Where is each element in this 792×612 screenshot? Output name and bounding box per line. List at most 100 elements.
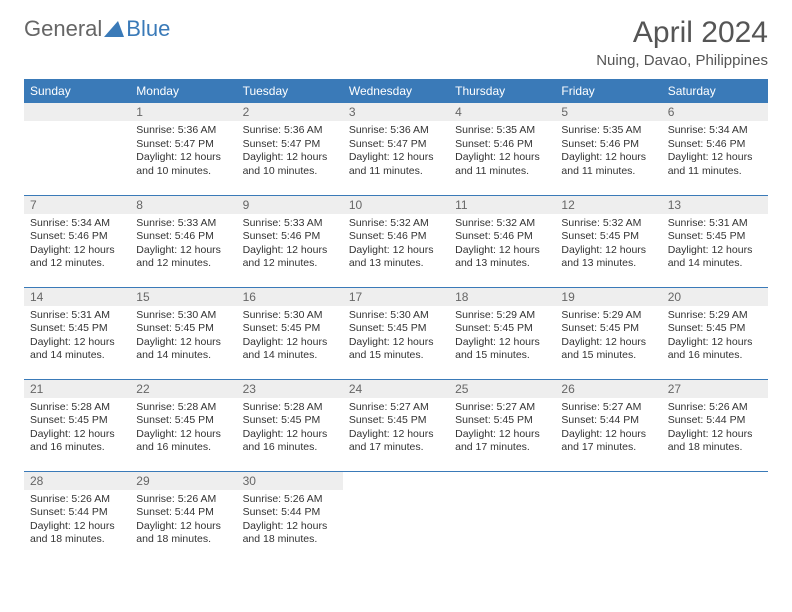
day-details: Sunrise: 5:26 AMSunset: 5:44 PMDaylight:… [130,490,236,552]
calendar-cell: 27Sunrise: 5:26 AMSunset: 5:44 PMDayligh… [662,379,768,471]
daylight-text: and 18 minutes. [30,533,124,547]
daylight-text: and 18 minutes. [243,533,337,547]
calendar-cell: 22Sunrise: 5:28 AMSunset: 5:45 PMDayligh… [130,379,236,471]
sunrise-text: Sunrise: 5:28 AM [30,401,124,415]
day-details: Sunrise: 5:34 AMSunset: 5:46 PMDaylight:… [662,121,768,183]
daylight-text: and 13 minutes. [349,257,443,271]
sunset-text: Sunset: 5:45 PM [136,414,230,428]
day-details: Sunrise: 5:28 AMSunset: 5:45 PMDaylight:… [237,398,343,460]
daylight-text: Daylight: 12 hours [30,336,124,350]
day-number: 5 [555,103,661,121]
day-details: Sunrise: 5:33 AMSunset: 5:46 PMDaylight:… [130,214,236,276]
sunset-text: Sunset: 5:44 PM [243,506,337,520]
day-number: 6 [662,103,768,121]
sunset-text: Sunset: 5:46 PM [455,138,549,152]
sunrise-text: Sunrise: 5:36 AM [349,124,443,138]
sunrise-text: Sunrise: 5:29 AM [668,309,762,323]
logo-text-blue: Blue [126,16,170,42]
day-details: Sunrise: 5:36 AMSunset: 5:47 PMDaylight:… [130,121,236,183]
sunrise-text: Sunrise: 5:30 AM [349,309,443,323]
calendar-row: 1Sunrise: 5:36 AMSunset: 5:47 PMDaylight… [24,103,768,195]
calendar-cell: 16Sunrise: 5:30 AMSunset: 5:45 PMDayligh… [237,287,343,379]
calendar-cell: 4Sunrise: 5:35 AMSunset: 5:46 PMDaylight… [449,103,555,195]
sunrise-text: Sunrise: 5:31 AM [668,217,762,231]
calendar-cell: 30Sunrise: 5:26 AMSunset: 5:44 PMDayligh… [237,471,343,563]
daylight-text: and 14 minutes. [30,349,124,363]
day-details: Sunrise: 5:36 AMSunset: 5:47 PMDaylight:… [343,121,449,183]
sunrise-text: Sunrise: 5:36 AM [136,124,230,138]
sunset-text: Sunset: 5:45 PM [30,322,124,336]
sunrise-text: Sunrise: 5:28 AM [136,401,230,415]
calendar-cell [449,471,555,563]
calendar-row: 14Sunrise: 5:31 AMSunset: 5:45 PMDayligh… [24,287,768,379]
sunrise-text: Sunrise: 5:34 AM [668,124,762,138]
day-details: Sunrise: 5:31 AMSunset: 5:45 PMDaylight:… [24,306,130,368]
daylight-text: and 14 minutes. [136,349,230,363]
calendar-cell: 26Sunrise: 5:27 AMSunset: 5:44 PMDayligh… [555,379,661,471]
sunset-text: Sunset: 5:45 PM [561,322,655,336]
logo: General Blue [24,16,170,42]
daylight-text: and 16 minutes. [30,441,124,455]
daylight-text: Daylight: 12 hours [136,520,230,534]
daylight-text: Daylight: 12 hours [561,151,655,165]
sunset-text: Sunset: 5:45 PM [30,414,124,428]
day-number: 24 [343,380,449,398]
daylight-text: and 17 minutes. [455,441,549,455]
daylight-text: Daylight: 12 hours [243,151,337,165]
sunset-text: Sunset: 5:46 PM [349,230,443,244]
sunset-text: Sunset: 5:46 PM [136,230,230,244]
day-details: Sunrise: 5:30 AMSunset: 5:45 PMDaylight:… [237,306,343,368]
sunset-text: Sunset: 5:44 PM [561,414,655,428]
daylight-text: Daylight: 12 hours [561,336,655,350]
sunset-text: Sunset: 5:45 PM [243,322,337,336]
sunrise-text: Sunrise: 5:30 AM [243,309,337,323]
daylight-text: and 12 minutes. [136,257,230,271]
logo-text-general: General [24,16,102,42]
sunrise-text: Sunrise: 5:29 AM [455,309,549,323]
daylight-text: and 16 minutes. [243,441,337,455]
sunrise-text: Sunrise: 5:26 AM [136,493,230,507]
daylight-text: and 11 minutes. [349,165,443,179]
sunset-text: Sunset: 5:45 PM [349,414,443,428]
calendar-cell [555,471,661,563]
calendar-row: 21Sunrise: 5:28 AMSunset: 5:45 PMDayligh… [24,379,768,471]
day-number: 20 [662,288,768,306]
sunset-text: Sunset: 5:47 PM [349,138,443,152]
day-number: 10 [343,196,449,214]
calendar-cell: 2Sunrise: 5:36 AMSunset: 5:47 PMDaylight… [237,103,343,195]
calendar-cell: 21Sunrise: 5:28 AMSunset: 5:45 PMDayligh… [24,379,130,471]
daylight-text: Daylight: 12 hours [349,151,443,165]
calendar-cell: 19Sunrise: 5:29 AMSunset: 5:45 PMDayligh… [555,287,661,379]
sunset-text: Sunset: 5:47 PM [243,138,337,152]
weekday-header: Saturday [662,79,768,103]
calendar-cell: 24Sunrise: 5:27 AMSunset: 5:45 PMDayligh… [343,379,449,471]
day-details: Sunrise: 5:28 AMSunset: 5:45 PMDaylight:… [130,398,236,460]
day-number: 16 [237,288,343,306]
daylight-text: Daylight: 12 hours [136,336,230,350]
calendar-cell: 11Sunrise: 5:32 AMSunset: 5:46 PMDayligh… [449,195,555,287]
sunrise-text: Sunrise: 5:27 AM [455,401,549,415]
day-number: 9 [237,196,343,214]
calendar-cell: 20Sunrise: 5:29 AMSunset: 5:45 PMDayligh… [662,287,768,379]
day-number: 14 [24,288,130,306]
day-number: 30 [237,472,343,490]
title-block: April 2024 Nuing, Davao, Philippines [596,16,768,69]
daylight-text: and 15 minutes. [561,349,655,363]
sunrise-text: Sunrise: 5:26 AM [30,493,124,507]
daylight-text: Daylight: 12 hours [30,520,124,534]
sunrise-text: Sunrise: 5:26 AM [668,401,762,415]
sunrise-text: Sunrise: 5:29 AM [561,309,655,323]
sunrise-text: Sunrise: 5:27 AM [349,401,443,415]
daylight-text: and 13 minutes. [561,257,655,271]
day-details: Sunrise: 5:27 AMSunset: 5:44 PMDaylight:… [555,398,661,460]
sunrise-text: Sunrise: 5:30 AM [136,309,230,323]
day-details: Sunrise: 5:27 AMSunset: 5:45 PMDaylight:… [449,398,555,460]
daylight-text: and 11 minutes. [455,165,549,179]
daylight-text: Daylight: 12 hours [455,428,549,442]
sunset-text: Sunset: 5:46 PM [455,230,549,244]
calendar-cell: 5Sunrise: 5:35 AMSunset: 5:46 PMDaylight… [555,103,661,195]
day-details: Sunrise: 5:28 AMSunset: 5:45 PMDaylight:… [24,398,130,460]
sunset-text: Sunset: 5:46 PM [561,138,655,152]
day-details: Sunrise: 5:34 AMSunset: 5:46 PMDaylight:… [24,214,130,276]
daylight-text: Daylight: 12 hours [349,336,443,350]
